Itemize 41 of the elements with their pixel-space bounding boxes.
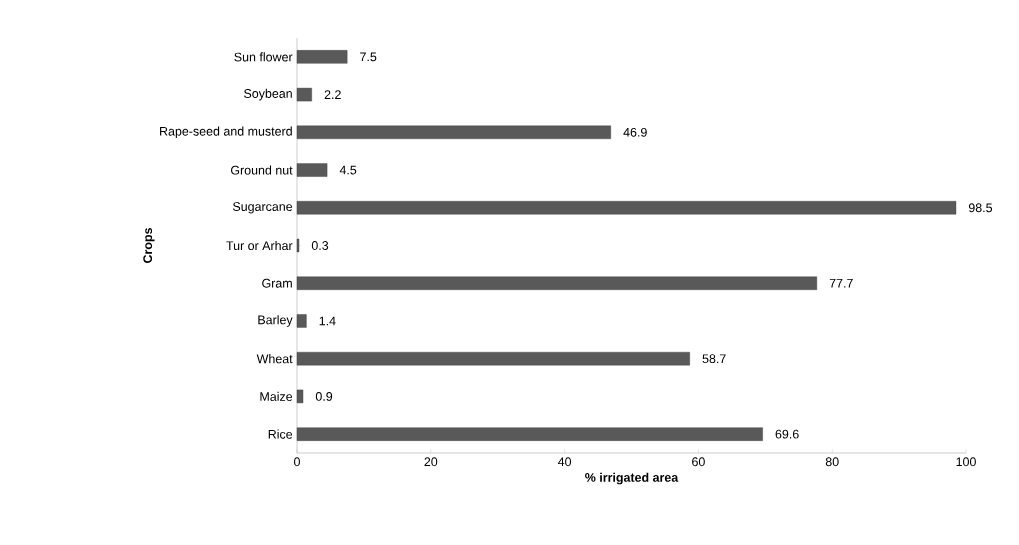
bar [296, 201, 957, 215]
bar [296, 125, 611, 140]
x-tick-label: 40 [557, 457, 572, 467]
x-tick-label: 60 [692, 457, 705, 467]
y-tick-label: Barley [258, 315, 293, 327]
y-tick-label: Gram [262, 278, 292, 288]
data-label: 77.7 [829, 278, 853, 288]
bar [296, 314, 307, 328]
y-tick-label: Wheat [256, 354, 293, 364]
bar [296, 50, 348, 64]
data-label: 0.9 [315, 392, 333, 401]
data-label: 1.4 [319, 316, 336, 326]
data-label: 4.5 [339, 165, 357, 175]
y-tick-label: Rape-seed and musterd [160, 126, 292, 139]
data-label: 98.5 [968, 203, 993, 213]
y-tick-label: Soybean [244, 88, 292, 101]
bar [296, 389, 304, 404]
x-tick-label: 100 [956, 457, 976, 467]
y-tick-label: Maize [260, 391, 293, 401]
x-tick-label: 0 [294, 457, 300, 467]
data-label: 7.5 [360, 52, 377, 62]
x-tick-label: 80 [825, 457, 839, 467]
bar [296, 351, 690, 366]
x-axis-title: % irrigated area [585, 472, 679, 485]
data-label: 69.6 [775, 429, 799, 439]
y-tick-label: Tur or Arhar [226, 240, 293, 251]
data-label: 58.7 [702, 354, 726, 364]
bar [296, 87, 312, 102]
bar [296, 276, 818, 290]
y-tick-label: Rice [268, 429, 293, 439]
bar [296, 238, 300, 253]
data-label: 0.3 [311, 241, 329, 250]
x-tick-label: 20 [424, 457, 438, 467]
data-label: 46.9 [623, 127, 647, 137]
data-label: 2.2 [324, 90, 341, 99]
y-axis-title: Crops [143, 228, 155, 263]
bar [296, 163, 328, 177]
y-tick-label: Sun flower [234, 52, 293, 62]
bar [296, 427, 763, 441]
y-tick-label: Ground nut [230, 165, 293, 175]
y-tick-label: Sugarcane [232, 202, 293, 214]
